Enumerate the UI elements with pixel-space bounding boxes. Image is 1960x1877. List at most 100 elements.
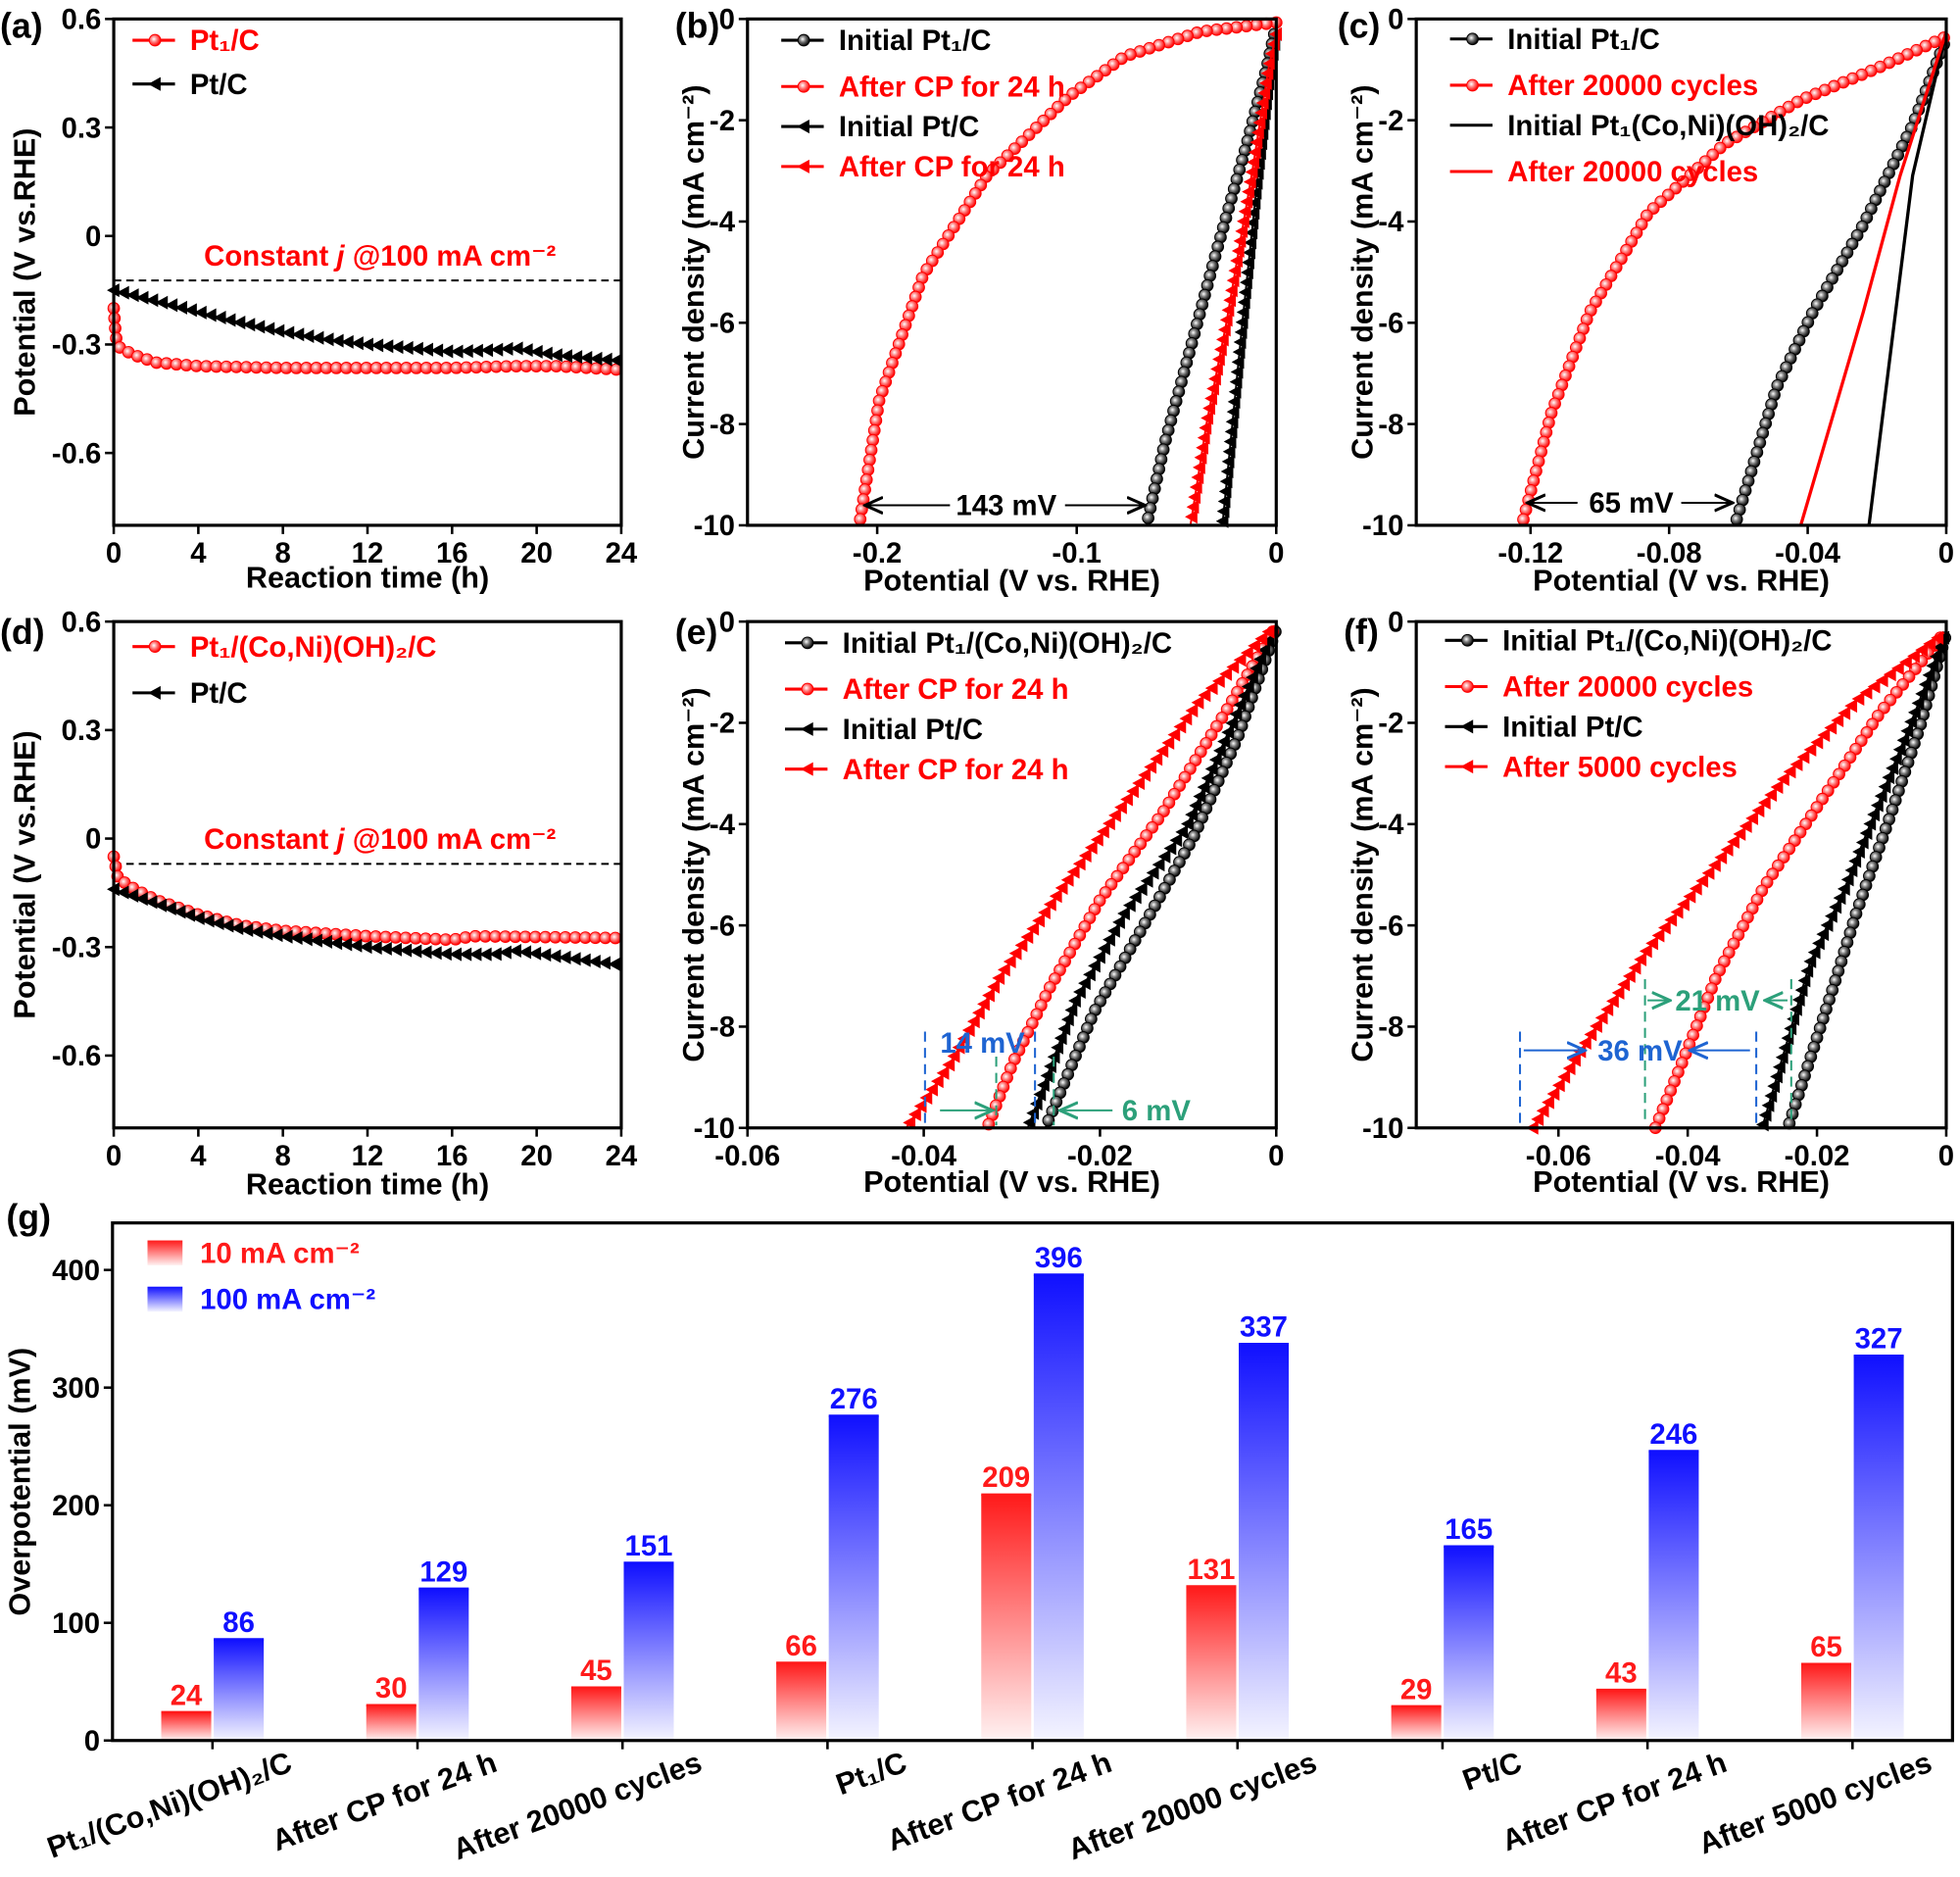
data-point: [1888, 752, 1902, 766]
data-point: [1859, 685, 1873, 700]
y-axis-title: Current density (mA cm⁻²): [677, 687, 710, 1062]
y-tick-label: -8: [1378, 409, 1403, 441]
data-point: [1777, 771, 1789, 787]
data-point: [609, 931, 622, 945]
data-point: [1251, 125, 1264, 140]
legend-label: Initial Pt/C: [843, 714, 983, 746]
data-point: [1890, 661, 1904, 675]
data-point: [1796, 750, 1810, 765]
data-point: [460, 344, 473, 359]
y-tick-label: 0: [1388, 4, 1403, 36]
y-tick-label: 0.3: [62, 715, 102, 747]
data-point: [194, 305, 207, 320]
data-point: [548, 949, 562, 963]
data-point: [125, 288, 139, 303]
data-point: [1223, 293, 1237, 308]
series-line: [1798, 30, 1948, 526]
data-point: [359, 940, 372, 955]
annotation-text: Constant: [204, 240, 336, 272]
data-point: [1152, 858, 1165, 872]
bar: [1391, 1705, 1442, 1741]
data-point: [1254, 106, 1267, 121]
data-point: [1066, 864, 1080, 879]
data-point: [1112, 914, 1125, 929]
data-point: [1255, 95, 1269, 110]
data-point: [125, 888, 139, 903]
panel-g: (g) 0 100 200 300 400 Overpotential (mV) 24 86 Pt…: [4, 1198, 1954, 1866]
data-point: [1102, 816, 1115, 831]
data-point: [1840, 872, 1854, 887]
data-point: [1193, 789, 1206, 804]
data-point: [1250, 175, 1263, 190]
bar-value-label: 129: [419, 1556, 467, 1588]
data-point: [1220, 465, 1234, 479]
y-tick-label: 0: [719, 4, 735, 36]
data-point: [987, 979, 1001, 994]
data-point: [450, 344, 464, 359]
data-point: [1188, 490, 1201, 505]
data-point: [1236, 305, 1250, 320]
x-tick-label: -0.06: [1526, 1140, 1592, 1172]
data-point: [368, 940, 382, 956]
data-point: [1789, 757, 1803, 771]
data-point: [1140, 873, 1153, 888]
legend-marker: [1466, 32, 1479, 46]
data-point: [1210, 362, 1223, 376]
data-point: [1634, 952, 1647, 966]
data-point: [1239, 275, 1252, 290]
bar-value-label: 246: [1649, 1418, 1697, 1451]
data-point: [1042, 1113, 1055, 1127]
y-tick-label: -10: [694, 1112, 735, 1145]
y-tick-label: -10: [1362, 510, 1403, 542]
data-point: [1783, 765, 1796, 779]
data-point: [1243, 245, 1255, 260]
data-point: [1229, 374, 1243, 389]
data-point: [961, 1022, 975, 1037]
data-point: [1233, 698, 1247, 713]
bar: [1186, 1586, 1237, 1741]
data-point: [577, 953, 591, 967]
data-point: [1228, 264, 1242, 278]
data-point: [1701, 865, 1715, 880]
y-tick-label: -0.6: [52, 437, 102, 469]
data-point: [499, 945, 512, 960]
bar: [1853, 1356, 1904, 1741]
data-point: [599, 352, 612, 367]
y-tick-label: -8: [710, 409, 735, 441]
annotation-italic-j: j: [332, 240, 345, 272]
data-point: [1197, 430, 1210, 445]
y-axis-title: Potential (V vs.RHE): [9, 128, 42, 417]
data-point: [172, 905, 186, 919]
data-point: [1899, 655, 1912, 669]
data-point: [1871, 798, 1884, 813]
constant-current-annotation: Constant j @100 mA cm⁻²: [204, 240, 556, 272]
data-point: [1179, 712, 1193, 726]
legend-marker: [800, 721, 813, 736]
data-point: [1911, 696, 1925, 711]
annotation-text: Constant: [204, 823, 336, 856]
data-point: [1120, 792, 1133, 807]
data-point: [281, 325, 295, 340]
x-tick-label: 24: [606, 1140, 638, 1172]
x-axis-title: Potential (V vs. RHE): [863, 564, 1160, 597]
data-point: [1189, 798, 1202, 813]
legend-label: Pt₁/(Co,Ni)(OH)₂/C: [190, 631, 437, 664]
legend-label: After CP for 24 h: [843, 673, 1069, 706]
data-point: [1221, 725, 1235, 740]
data-point: [1628, 961, 1642, 975]
bar-value-label: 66: [785, 1630, 817, 1662]
data-point: [1257, 643, 1271, 658]
series-1: [1648, 631, 1947, 1134]
bar-value-label: 65: [1810, 1631, 1842, 1663]
data-point: [1219, 313, 1233, 327]
data-point: [1246, 216, 1259, 230]
data-point: [1645, 936, 1658, 951]
series-line: [113, 856, 621, 941]
data-point: [1517, 513, 1530, 526]
data-point: [1189, 480, 1202, 495]
data-point: [411, 341, 423, 356]
legend-label: After 20000 cycles: [1507, 156, 1758, 188]
data-point: [966, 1014, 980, 1029]
data-point: [1222, 444, 1236, 459]
data-point: [1214, 342, 1227, 357]
